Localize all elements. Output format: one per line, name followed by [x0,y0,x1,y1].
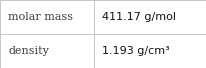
Text: density: density [8,46,49,56]
Text: 1.193 g/cm³: 1.193 g/cm³ [102,46,169,56]
Text: 411.17 g/mol: 411.17 g/mol [102,12,176,22]
Text: molar mass: molar mass [8,12,73,22]
